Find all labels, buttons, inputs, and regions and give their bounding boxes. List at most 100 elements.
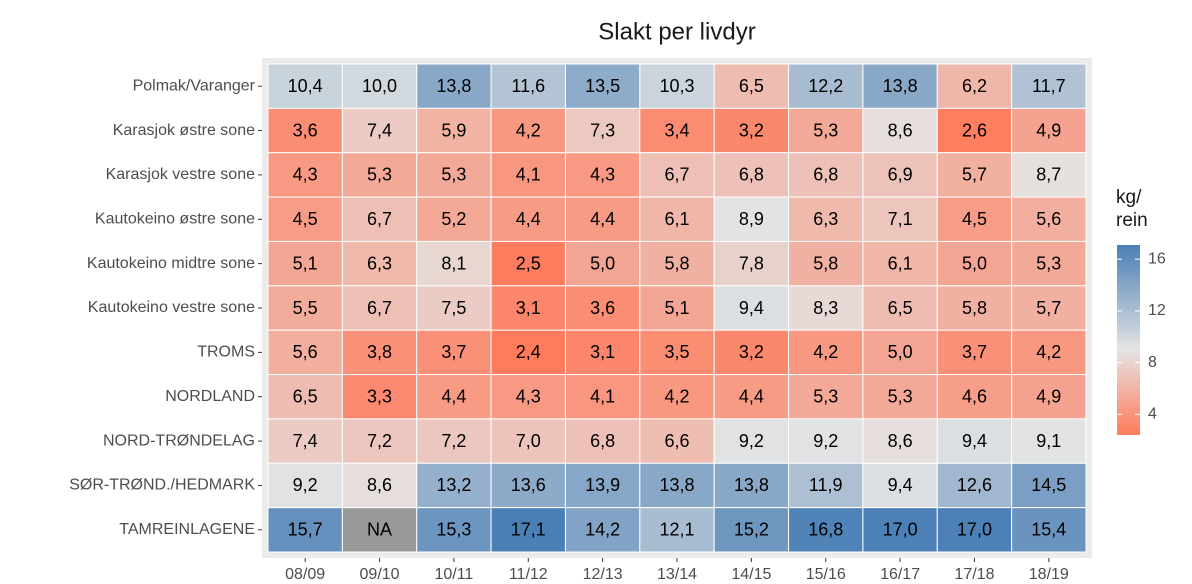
cell-label: 4,6 [962, 386, 987, 406]
heat-cell [490, 462, 566, 509]
cell-label: 6,7 [367, 298, 392, 318]
heat-cell [639, 196, 715, 242]
cell-label: 5,7 [962, 165, 987, 185]
cell-label: 2,4 [516, 342, 541, 362]
y-tick-label: Polmak/Varanger [133, 77, 256, 94]
legend-title: kg/ [1116, 187, 1142, 208]
cell-label: 4,4 [590, 209, 615, 229]
cell-label: 6,8 [813, 165, 838, 185]
heat-cell [936, 196, 1013, 242]
y-tick-label: TROMS [197, 344, 255, 361]
heat-cell [862, 63, 938, 109]
heat-cell [788, 152, 864, 198]
heat-cell [1011, 329, 1087, 376]
heat-cell [341, 374, 418, 420]
heat-cell [564, 196, 641, 242]
cell-label: 13,8 [659, 475, 694, 495]
cell-label: 5,3 [813, 386, 838, 406]
heat-cell [416, 507, 492, 553]
cell-label: 15,3 [436, 520, 471, 540]
heat-cell [267, 329, 343, 376]
cell-label: 9,4 [962, 431, 987, 451]
cell-label: 5,3 [367, 165, 392, 185]
cell-label: 6,1 [888, 253, 913, 273]
cell-label: 8,7 [1036, 165, 1061, 185]
cell-label: 3,6 [590, 298, 615, 318]
cell-label: 5,8 [813, 253, 838, 273]
heat-cell [862, 462, 938, 509]
heat-cell [267, 63, 343, 109]
heat-cell [713, 285, 790, 331]
cell-label: 4,2 [664, 386, 689, 406]
heat-cell [639, 507, 715, 553]
heat-cell [416, 285, 492, 331]
heat-cell [341, 507, 418, 553]
heat-cell [1011, 107, 1087, 154]
cell-label: 4,4 [441, 386, 466, 406]
heat-cell [416, 240, 492, 287]
cell-label: 4,2 [1036, 342, 1061, 362]
heat-cell [341, 196, 418, 242]
heat-cell [788, 462, 864, 509]
x-tick-label: 09/10 [360, 566, 400, 583]
colorbar [1117, 245, 1140, 435]
cell-label: 5,5 [293, 298, 318, 318]
heat-cell [788, 374, 864, 420]
heat-cell [936, 329, 1013, 376]
y-tick-label: NORD-TRØNDELAG [103, 432, 255, 449]
heat-cell [936, 507, 1013, 553]
colorbar-tick-label: 8 [1148, 354, 1157, 371]
cell-label: 7,2 [367, 431, 392, 451]
cell-label: 5,3 [441, 165, 466, 185]
heat-cell [490, 152, 566, 198]
cell-label: 11,6 [511, 76, 545, 96]
cell-label: 13,2 [436, 475, 471, 495]
cell-label: 13,6 [511, 475, 546, 495]
heat-cell [341, 152, 418, 198]
x-tick-label: 12/13 [583, 566, 623, 583]
heat-cell [936, 107, 1013, 154]
heat-cell [936, 418, 1013, 464]
cell-label: 5,0 [962, 253, 987, 273]
heat-cell [267, 462, 343, 509]
heat-cell [341, 329, 418, 376]
cell-label: 7,4 [293, 431, 318, 451]
cell-label: 6,3 [367, 253, 392, 273]
heat-cell [936, 374, 1013, 420]
cell-label: 4,3 [516, 386, 541, 406]
cell-label: 5,7 [1036, 298, 1061, 318]
cell-label: 5,3 [1036, 253, 1061, 273]
cell-label: 8,6 [888, 431, 913, 451]
cell-label: 3,4 [664, 120, 689, 140]
heat-cell [341, 107, 418, 154]
heat-cell [788, 63, 864, 109]
cell-label: 9,2 [293, 475, 318, 495]
cell-label: 13,8 [436, 76, 471, 96]
cell-label: 6,1 [664, 209, 689, 229]
cell-label: 3,2 [739, 120, 764, 140]
cell-label: 5,8 [664, 253, 689, 273]
cell-label: 2,6 [962, 120, 987, 140]
y-tick-label: Kautokeino vestre sone [88, 299, 255, 316]
heat-cell [862, 285, 938, 331]
heat-cell [490, 285, 566, 331]
heat-cell [1011, 374, 1087, 420]
heat-cell [862, 507, 938, 553]
chart-title: Slakt per livdyr [598, 18, 755, 45]
cell-label: 10,3 [659, 76, 694, 96]
heat-cell [1011, 507, 1087, 553]
cell-label: 6,5 [293, 386, 318, 406]
heat-cell [788, 240, 864, 287]
heat-cell [267, 374, 343, 420]
heat-cell [639, 240, 715, 287]
cell-label: 16,8 [808, 520, 843, 540]
heat-cell [267, 507, 343, 553]
cell-label: 10,0 [362, 76, 397, 96]
heat-cell [788, 418, 864, 464]
heat-cell [267, 240, 343, 287]
cell-label: 4,1 [516, 165, 541, 185]
cell-label: 5,2 [441, 209, 466, 229]
cell-label: 9,4 [888, 475, 913, 495]
cell-label: 13,8 [734, 475, 769, 495]
